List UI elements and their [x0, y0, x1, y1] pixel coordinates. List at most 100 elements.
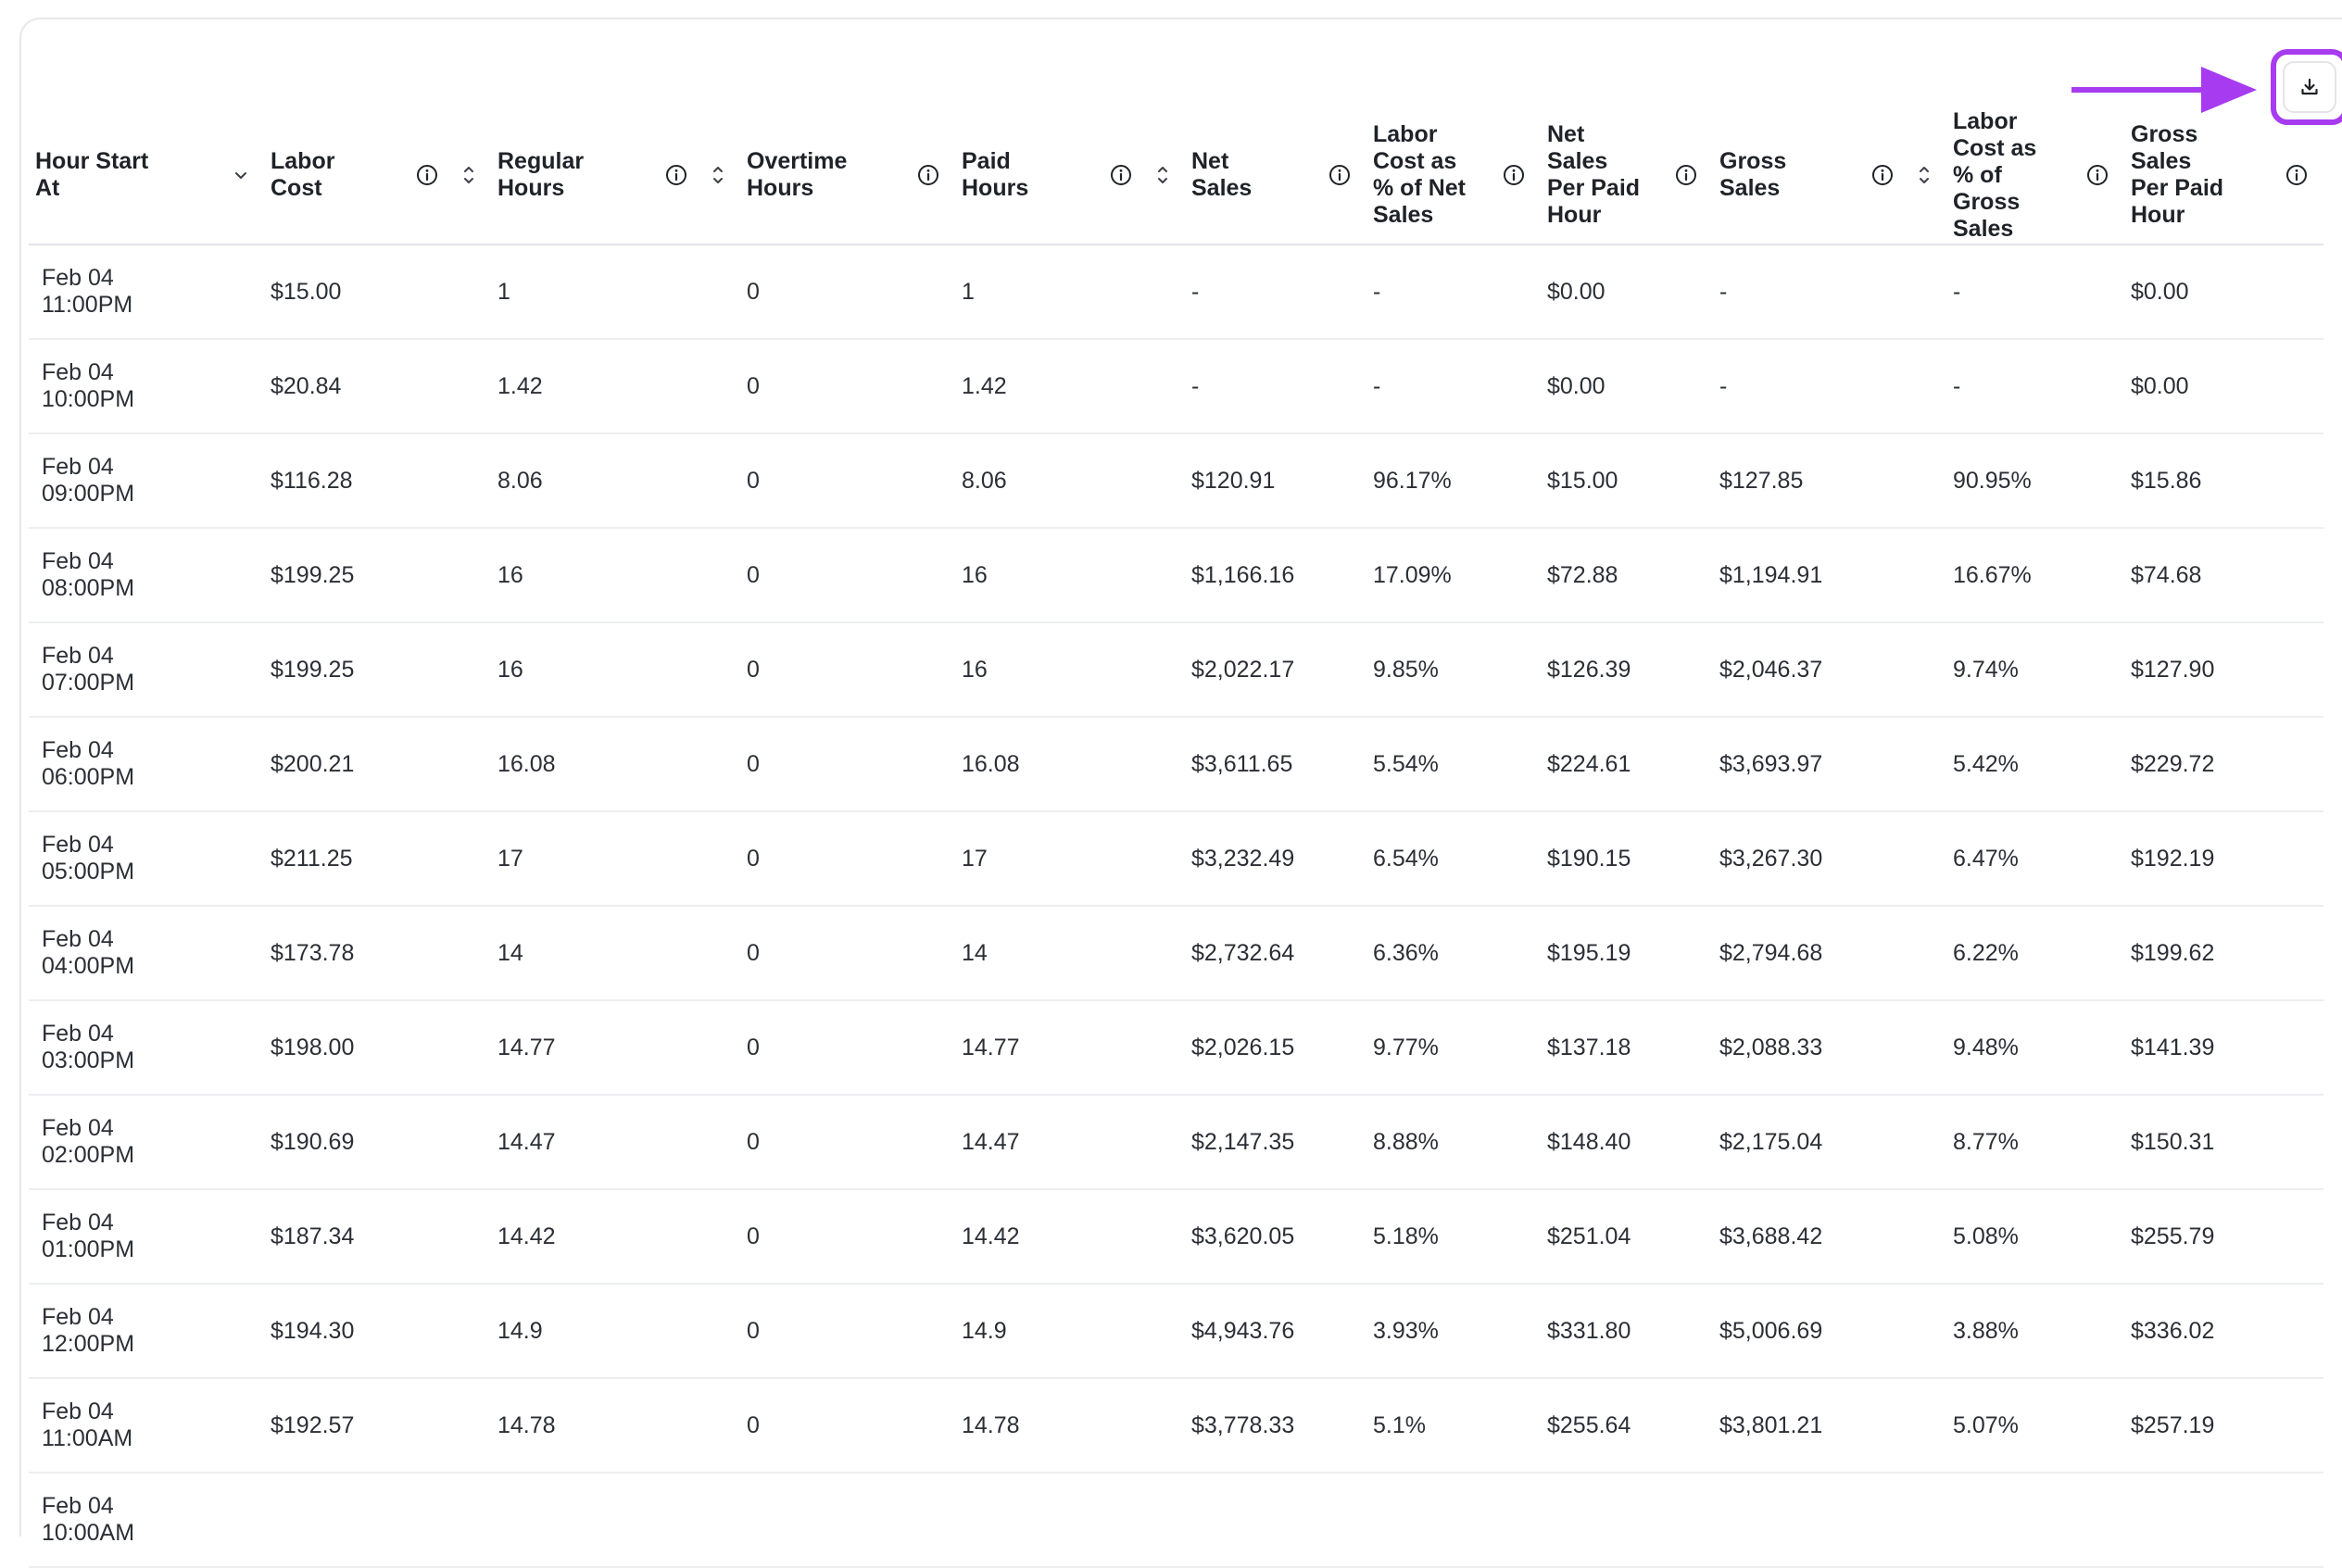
table-row: Feb 04 11:00AM $192.57 14.78 0 14.78 $3,778.3…: [29, 1378, 2323, 1474]
table-cell: 6.36%: [1366, 906, 1541, 1001]
table-cell: $194.30: [264, 1284, 491, 1379]
download-button[interactable]: [2283, 61, 2336, 113]
table-cell: $72.88: [1541, 528, 1713, 623]
table-cell: $20.84: [264, 339, 491, 434]
table-cell: 1.42: [491, 339, 740, 434]
column-header[interactable]: Gross Sales Per Paid Hour: [2124, 107, 2323, 245]
table-cell: 0: [740, 1284, 955, 1379]
hour-start-cell: Feb 04 10:00PM: [29, 339, 264, 434]
table-cell: $5,006.69: [1713, 1284, 1946, 1379]
hour-start-cell: Feb 04 09:00PM: [29, 433, 264, 529]
info-icon[interactable]: [1109, 163, 1133, 187]
table-cell: $1,166.16: [1185, 528, 1366, 623]
table-cell: $150.31: [2124, 1095, 2323, 1190]
info-icon[interactable]: [1502, 163, 1526, 187]
column-header[interactable]: Regular Hours: [491, 107, 740, 245]
table-cell: $229.72: [2124, 717, 2323, 812]
column-header-icons: [415, 163, 482, 187]
table-cell: 0: [740, 245, 955, 340]
info-icon[interactable]: [1870, 163, 1895, 187]
info-icon[interactable]: [1328, 163, 1352, 187]
column-header-content: Net Sales: [1185, 107, 1366, 244]
table-cell: $15.00: [1541, 433, 1713, 529]
table-row: Feb 04 02:00PM $190.69 14.47 0 14.47 $2,147.3…: [29, 1095, 2323, 1190]
info-icon[interactable]: [2085, 163, 2109, 187]
table-cell: $1,194.91: [1713, 528, 1946, 623]
table-cell: 9.48%: [1946, 1000, 2124, 1096]
chevron-down-icon[interactable]: [233, 163, 249, 187]
table-cell: $224.61: [1541, 717, 1713, 812]
table-cell: 6.47%: [1946, 811, 2124, 907]
column-header[interactable]: Gross Sales: [1713, 107, 1946, 245]
info-icon[interactable]: [916, 163, 940, 187]
table-cell: [1713, 1473, 1946, 1568]
hour-start-cell: Feb 04 10:00AM: [29, 1473, 264, 1568]
column-header-content: Gross Sales: [1713, 107, 1946, 244]
column-header-label: Gross Sales: [1719, 148, 1787, 201]
table-cell: [1946, 1473, 2124, 1568]
column-header-content: Paid Hours: [955, 107, 1185, 244]
column-header-content: Labor Cost: [264, 107, 491, 244]
column-header[interactable]: Hour Start At: [29, 107, 264, 245]
table-cell: 14.42: [491, 1189, 740, 1285]
table-cell: -: [1366, 245, 1541, 340]
info-icon[interactable]: [664, 163, 688, 187]
table-cell: $2,147.35: [1185, 1095, 1366, 1190]
table-cell: $0.00: [1541, 339, 1713, 434]
table-cell: 0: [740, 1000, 955, 1096]
column-header-icons: [233, 163, 255, 187]
table-cell: $2,022.17: [1185, 622, 1366, 718]
table-cell: 9.85%: [1366, 622, 1541, 718]
table-row: Feb 04 05:00PM $211.25 17 0 17 $3,232.49 6.54%…: [29, 811, 2323, 907]
column-header[interactable]: Overtime Hours: [740, 107, 955, 245]
table-cell: [1366, 1473, 1541, 1568]
column-header[interactable]: Labor Cost as % of Gross Sales: [1946, 107, 2124, 245]
column-header[interactable]: Net Sales: [1185, 107, 1366, 245]
table-cell: 8.77%: [1946, 1095, 2124, 1190]
column-header-label: Labor Cost: [271, 148, 335, 201]
sort-icon[interactable]: [711, 163, 725, 187]
hour-start-cell: Feb 04 02:00PM: [29, 1095, 264, 1190]
table-cell: 1: [491, 245, 740, 340]
info-icon[interactable]: [2285, 163, 2309, 187]
info-icon[interactable]: [1674, 163, 1698, 187]
hour-start-cell: Feb 04 07:00PM: [29, 622, 264, 718]
hour-start-cell: Feb 04 11:00AM: [29, 1378, 264, 1474]
column-header-label: Labor Cost as % of Net Sales: [1373, 121, 1466, 228]
table-cell: 14: [491, 906, 740, 1001]
sort-icon[interactable]: [1917, 163, 1932, 187]
table-cell: 5.18%: [1366, 1189, 1541, 1285]
table-row: Feb 04 11:00PM $15.00 1 0 1- - $0.00- - $0.00: [29, 245, 2323, 340]
table-cell: $2,026.15: [1185, 1000, 1366, 1096]
table-cell: 14.78: [955, 1378, 1185, 1474]
column-header-label: Hour Start At: [35, 148, 149, 201]
table-cell: 0: [740, 622, 955, 718]
column-header[interactable]: Labor Cost: [264, 107, 491, 245]
column-header-content: Net Sales Per Paid Hour: [1541, 107, 1713, 244]
table-cell: 90.95%: [1946, 433, 2124, 529]
sort-icon[interactable]: [1155, 163, 1170, 187]
column-header[interactable]: Labor Cost as % of Net Sales: [1366, 107, 1541, 245]
table-cell: $255.79: [2124, 1189, 2323, 1285]
sort-icon[interactable]: [461, 163, 476, 187]
table-cell: -: [1185, 339, 1366, 434]
table-cell: -: [1713, 339, 1946, 434]
table-row: Feb 04 07:00PM $199.25 16 0 16 $2,022.17 9.85%…: [29, 622, 2323, 718]
table-cell: 6.54%: [1366, 811, 1541, 907]
table-cell: $187.34: [264, 1189, 491, 1285]
table-cell: $15.86: [2124, 433, 2323, 529]
column-header[interactable]: Net Sales Per Paid Hour: [1541, 107, 1713, 245]
table-cell: 9.77%: [1366, 1000, 1541, 1096]
table-cell: 5.42%: [1946, 717, 2124, 812]
table-cell: 14.9: [491, 1284, 740, 1379]
table-cell: 8.06: [955, 433, 1185, 529]
column-header-label: Net Sales Per Paid Hour: [1547, 121, 1641, 228]
info-icon[interactable]: [415, 163, 439, 187]
column-header[interactable]: Paid Hours: [955, 107, 1185, 245]
table-cell: $0.00: [2124, 339, 2323, 434]
labor-sales-table: Hour Start At Labor Cost Regular Hours Over…: [29, 107, 2323, 1568]
table-cell: $3,693.97: [1713, 717, 1946, 812]
annotation-arrow-icon: [2071, 67, 2257, 113]
hour-start-cell: Feb 04 06:00PM: [29, 717, 264, 812]
column-header-label: Overtime Hours: [747, 148, 848, 201]
